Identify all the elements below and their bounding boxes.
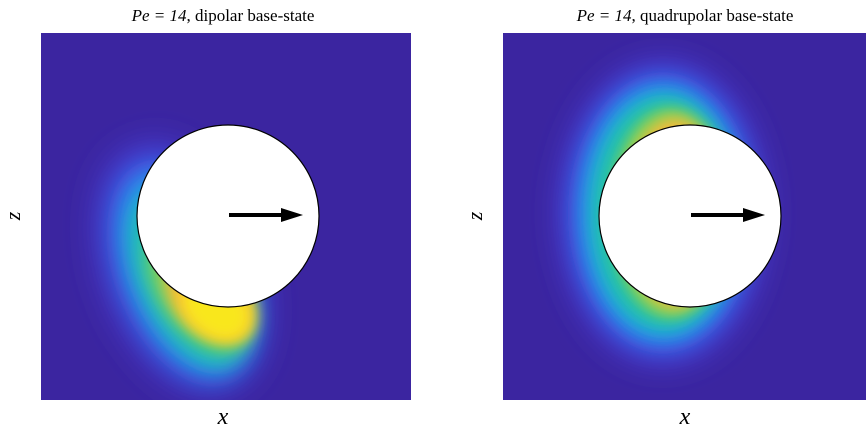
x-axis-label: x — [679, 404, 691, 430]
velocity-arrow — [691, 208, 765, 222]
title-description: , dipolar base-state — [186, 6, 315, 25]
title-pe-value: Pe = 14 — [131, 6, 187, 25]
z-axis-label: z — [0, 211, 25, 221]
concentration-field-plot — [41, 33, 411, 400]
sphere — [136, 124, 320, 308]
title-pe-value: Pe = 14 — [576, 6, 632, 25]
concentration-field-plot — [503, 33, 866, 400]
sphere — [598, 124, 782, 308]
x-axis-label: x — [217, 404, 229, 430]
panel-dipolar: Pe = 14, dipolar base-state — [38, 0, 418, 439]
panel-title: Pe = 14, dipolar base-state — [38, 6, 408, 26]
title-description: , quadrupolar base-state — [631, 6, 794, 25]
velocity-arrow — [229, 208, 303, 222]
z-axis-label: z — [462, 211, 487, 221]
panel-title: Pe = 14, quadrupolar base-state — [500, 6, 866, 26]
panel-quadrupolar: Pe = 14, quadrupolar base-state — [500, 0, 866, 439]
